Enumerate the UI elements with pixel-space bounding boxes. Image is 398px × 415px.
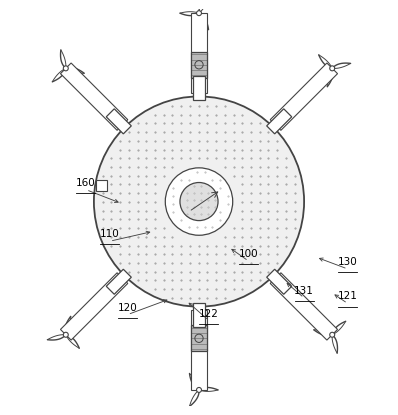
- FancyBboxPatch shape: [96, 180, 107, 191]
- Text: 122: 122: [199, 308, 219, 319]
- Circle shape: [63, 332, 68, 337]
- Polygon shape: [106, 109, 131, 134]
- Polygon shape: [193, 76, 205, 100]
- Text: 120: 120: [118, 303, 137, 312]
- Circle shape: [330, 66, 335, 71]
- Circle shape: [63, 66, 68, 71]
- Text: 160: 160: [76, 178, 96, 188]
- Polygon shape: [267, 109, 292, 134]
- Text: 110: 110: [100, 229, 120, 239]
- Circle shape: [197, 388, 201, 393]
- Circle shape: [94, 96, 304, 307]
- Polygon shape: [191, 13, 207, 93]
- Polygon shape: [267, 269, 292, 294]
- Polygon shape: [270, 63, 338, 130]
- Polygon shape: [191, 325, 207, 351]
- Polygon shape: [191, 310, 207, 390]
- Polygon shape: [193, 303, 205, 327]
- Text: 100: 100: [239, 249, 258, 259]
- Polygon shape: [60, 63, 128, 130]
- Circle shape: [330, 332, 335, 337]
- Polygon shape: [270, 273, 338, 340]
- Polygon shape: [60, 273, 128, 340]
- Text: 130: 130: [338, 257, 358, 267]
- Text: 121: 121: [338, 291, 358, 301]
- Text: 131: 131: [294, 286, 314, 296]
- Circle shape: [180, 183, 218, 221]
- Circle shape: [165, 168, 233, 235]
- Circle shape: [197, 11, 201, 16]
- Polygon shape: [191, 52, 207, 78]
- Polygon shape: [106, 269, 131, 294]
